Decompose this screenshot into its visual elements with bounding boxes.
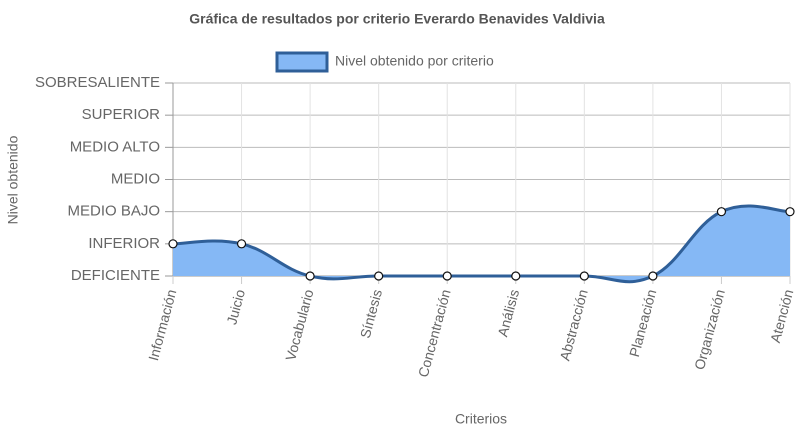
point bbox=[168, 239, 178, 249]
x-tick-label: Concentración bbox=[415, 288, 454, 379]
x-tick-label: Información bbox=[145, 288, 179, 363]
point bbox=[442, 271, 452, 281]
x-tick-label: Juicio bbox=[223, 287, 248, 326]
x-tick-label: Planeación bbox=[626, 288, 659, 359]
x-tick-label: Síntesis bbox=[357, 288, 385, 340]
point bbox=[648, 271, 658, 281]
line bbox=[172, 204, 791, 284]
point bbox=[374, 271, 384, 281]
y-tick-label: MEDIO BAJO bbox=[67, 203, 160, 220]
point bbox=[236, 239, 247, 249]
y-tick-label: SUPERIOR bbox=[82, 106, 161, 123]
y-tick-label: INFERIOR bbox=[88, 235, 160, 252]
x-tick-label: Vocabulario bbox=[282, 287, 316, 362]
y-tick-label: MEDIO ALTO bbox=[70, 138, 160, 155]
point bbox=[511, 271, 521, 281]
chart-title: Gráfica de resultados por criterio Evera… bbox=[189, 11, 605, 27]
x-tick-label: Organización bbox=[691, 288, 728, 372]
x-tick-label: Abstracción bbox=[556, 288, 590, 363]
x-tick-label: Atención bbox=[767, 288, 795, 345]
point bbox=[579, 271, 589, 281]
point bbox=[785, 207, 795, 217]
x-axis-title: Criterios bbox=[455, 411, 507, 427]
y-tick-label: MEDIO bbox=[111, 170, 160, 187]
point bbox=[716, 207, 727, 217]
point bbox=[305, 271, 315, 281]
area-fill bbox=[173, 205, 790, 282]
legend-swatch bbox=[275, 51, 329, 73]
legend-label: Nivel obtenido por criterio bbox=[335, 53, 494, 69]
y-tick-label: DEFICIENTE bbox=[71, 267, 160, 284]
y-tick-label: SOBRESALIENTE bbox=[35, 74, 160, 91]
y-axis-title: Nivel obtenido bbox=[5, 135, 21, 224]
x-tick-label: Análisis bbox=[494, 288, 522, 339]
